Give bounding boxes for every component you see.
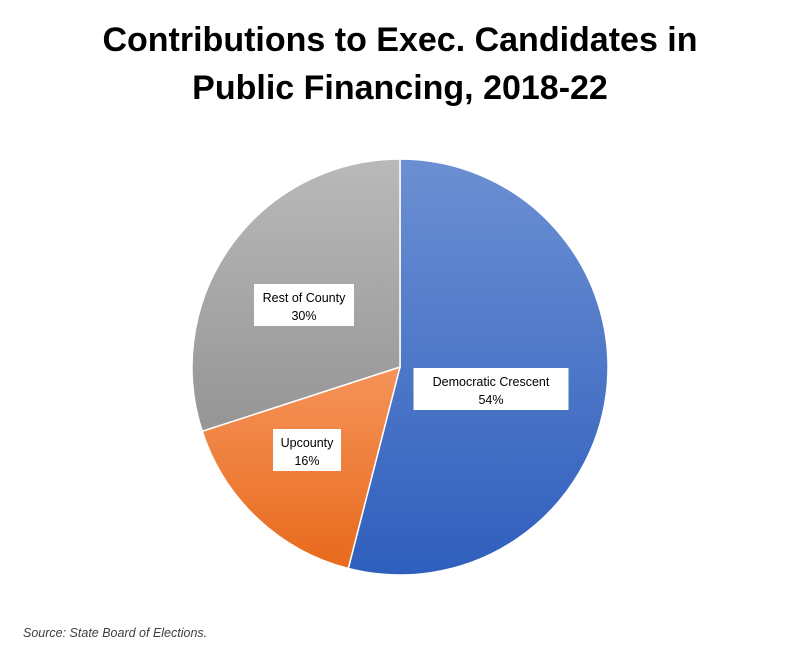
data-label-box: [413, 368, 569, 410]
data-label-value: 30%: [291, 309, 316, 323]
data-label-value: 54%: [478, 393, 503, 407]
data-label-category: Upcounty: [281, 436, 335, 450]
chart-title-line-1: Contributions to Exec. Candidates in: [102, 21, 698, 59]
chart-title: Contributions to Exec. Candidates in Pub…: [0, 16, 800, 112]
source-note: Source: State Board of Elections.: [23, 626, 208, 640]
pie-data-labels: Democratic Crescent 54% Upcounty 16% Rest of…: [254, 284, 569, 471]
data-label-box: [254, 284, 354, 326]
data-label-box: [273, 429, 341, 471]
data-label-category: Rest of County: [263, 291, 346, 305]
data-label-category: Democratic Crescent: [433, 375, 550, 389]
chart-title-line-2: Public Financing, 2018-22: [192, 69, 608, 107]
data-label-rest-of-county: Rest of County 30%: [254, 284, 354, 326]
data-label-upcounty: Upcounty 16%: [273, 429, 341, 471]
pie-slices: [191, 158, 609, 576]
data-label-value: 16%: [294, 454, 319, 468]
data-label-democratic-crescent: Democratic Crescent 54%: [413, 368, 569, 410]
pie-slice-democratic-crescent: [347, 158, 609, 576]
